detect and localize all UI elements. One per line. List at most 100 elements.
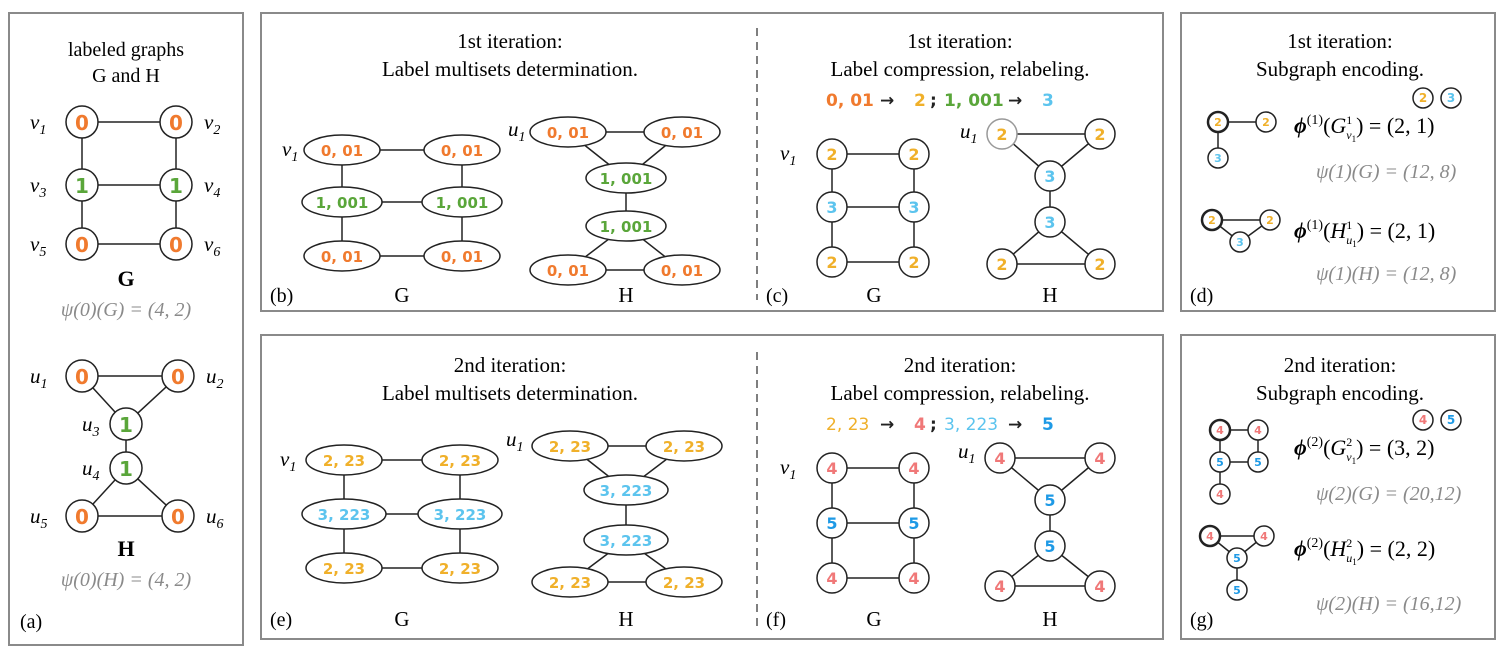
psi0-h: ψ(0)(H) = (4, 2) <box>61 569 192 591</box>
f-separator: ; <box>930 415 937 435</box>
node-v3: 1 <box>65 168 99 202</box>
panel-a-title-line1: labeled graphs <box>68 39 184 61</box>
f-h-node-5: 4 <box>994 577 1005 596</box>
u4-name: u4 <box>82 456 100 484</box>
e-g-node-4: 3, 223 <box>434 506 487 524</box>
e-g-node-1: 2, 23 <box>323 452 365 470</box>
graph-g-title: G <box>117 266 134 291</box>
g-legend-4: 4 <box>1419 413 1427 427</box>
node-v1-label: 0 <box>75 111 89 135</box>
svg-text:4: 4 <box>1206 530 1214 543</box>
phi1-h: ϕ(1)(H1 u1) = (2, 1) <box>1294 218 1435 249</box>
node-v2-label: 0 <box>169 111 183 135</box>
f-caption-h: H <box>1042 607 1057 631</box>
panel-e-title-line1: 2nd iteration: <box>454 353 567 377</box>
node-u3-label: 1 <box>119 413 133 437</box>
u1-name: u1 <box>30 364 48 392</box>
c-rule1-arrow: → <box>880 91 894 111</box>
d-subgraph-g: 2 2 3 <box>1206 110 1277 169</box>
e-h-node-4: 3, 223 <box>600 532 653 550</box>
c-compression-rules: 0, 01 → 2 ; 1, 001 → 3 <box>826 91 1054 111</box>
panel-c-tag: (c) <box>766 285 788 307</box>
e-g-node-3: 3, 223 <box>318 506 371 524</box>
panel-f-title-line2: Label compression, relabeling. <box>831 381 1090 405</box>
panel-e-h-nodes: 2, 23 2, 23 3, 223 3, 223 2, 23 2, 23 <box>531 430 723 598</box>
f-h-node-6: 4 <box>1094 577 1105 596</box>
panel-b-title-line1: 1st iteration: <box>457 29 563 53</box>
panel-e-h-edges <box>569 445 685 583</box>
v6-name: v6 <box>204 232 220 260</box>
f-g-node-1: 4 <box>826 459 837 478</box>
node-u2-label: 0 <box>171 365 185 389</box>
u3-name: u3 <box>82 412 100 440</box>
f-rule2-arrow: → <box>1008 415 1022 435</box>
panel-d-tag: (d) <box>1190 285 1213 307</box>
node-v1: 0 <box>65 105 99 139</box>
c-g-node-6: 2 <box>908 253 919 272</box>
b-g-node-4: 1, 001 <box>436 194 489 212</box>
node-u5-label: 0 <box>75 505 89 529</box>
b-h-node-6: 0, 01 <box>661 262 703 280</box>
node-u6: 0 <box>161 499 195 533</box>
f-caption-g: G <box>866 607 881 631</box>
psi1-h: ψ(1)(H) = (12, 8) <box>1316 263 1457 285</box>
node-u4-label: 1 <box>119 457 133 481</box>
c-anchor-v1: v1 <box>780 141 796 169</box>
panel-a-title-line2: G and H <box>92 65 160 87</box>
v5-name: v5 <box>30 232 46 260</box>
panel-c-h-nodes: 2 2 3 3 2 2 <box>986 118 1116 280</box>
svg-text:2: 2 <box>1214 116 1222 129</box>
panel-b-title-line2: Label multisets determination. <box>382 57 638 81</box>
e-h-node-5: 2, 23 <box>549 574 591 592</box>
f-compression-rules: 2, 23 → 4 ; 3, 223 → 5 <box>826 415 1054 435</box>
g-subgraph-h: 4 4 5 5 <box>1198 524 1275 601</box>
f-g-node-5: 4 <box>826 569 837 588</box>
c-h-node-2: 2 <box>1094 125 1105 144</box>
svg-text:4: 4 <box>1260 530 1268 543</box>
panel-g-title-line1: 2nd iteration: <box>1284 353 1397 377</box>
f-g-node-2: 4 <box>908 459 919 478</box>
panel-g-tag: (g) <box>1190 609 1213 631</box>
f-rule2-to: 5 <box>1042 415 1054 435</box>
node-v3-label: 1 <box>75 174 89 198</box>
panel-e-g-nodes: 2, 23 2, 23 3, 223 3, 223 2, 23 2, 23 <box>301 444 503 584</box>
f-h-node-3: 5 <box>1044 491 1055 510</box>
graph-h-nodes: 0 0 1 1 0 0 <box>65 359 195 533</box>
c-rule1-to: 2 <box>914 91 926 111</box>
graph-h-title: H <box>117 536 134 561</box>
panel-a <box>8 12 244 646</box>
b-g-node-3: 1, 001 <box>316 194 369 212</box>
c-h-node-6: 2 <box>1094 255 1105 274</box>
node-u1-label: 0 <box>75 365 89 389</box>
panel-c-h-edges <box>1001 133 1101 265</box>
c-h-node-5: 2 <box>996 255 1007 274</box>
e-anchor-v1: v1 <box>280 447 296 475</box>
panel-f-tag: (f) <box>766 609 786 631</box>
c-caption-h: H <box>1042 283 1057 307</box>
panel-d-title-line2: Subgraph encoding. <box>1256 57 1424 81</box>
b-g-node-5: 0, 01 <box>321 248 363 266</box>
f-g-node-3: 5 <box>826 514 837 533</box>
node-u1: 0 <box>65 359 99 393</box>
phi2-h: ϕ(2)(H2 u1) = (2, 2) <box>1294 536 1435 567</box>
c-caption-g: G <box>866 283 881 307</box>
f-rule2-from: 3, 223 <box>944 415 998 435</box>
b-h-node-2: 0, 01 <box>661 124 703 142</box>
panel-c-g-nodes: 2 2 3 3 2 2 <box>816 138 930 278</box>
psi2-g: ψ(2)(G) = (20,12) <box>1316 483 1462 505</box>
u5-name: u5 <box>30 504 48 532</box>
node-v4: 1 <box>159 168 193 202</box>
e-h-node-3: 3, 223 <box>600 482 653 500</box>
e-g-node-5: 2, 23 <box>323 560 365 578</box>
svg-text:4: 4 <box>1254 424 1262 437</box>
psi1-g: ψ(1)(G) = (12, 8) <box>1316 161 1457 183</box>
node-v2: 0 <box>159 105 193 139</box>
c-separator: ; <box>930 91 937 111</box>
panel-e-tag: (e) <box>270 609 292 631</box>
node-v4-label: 1 <box>169 174 183 198</box>
b-g-node-6: 0, 01 <box>441 248 483 266</box>
c-rule2-from: 1, 001 <box>944 91 1004 111</box>
f-g-node-4: 5 <box>908 514 919 533</box>
svg-text:4: 4 <box>1216 424 1224 437</box>
